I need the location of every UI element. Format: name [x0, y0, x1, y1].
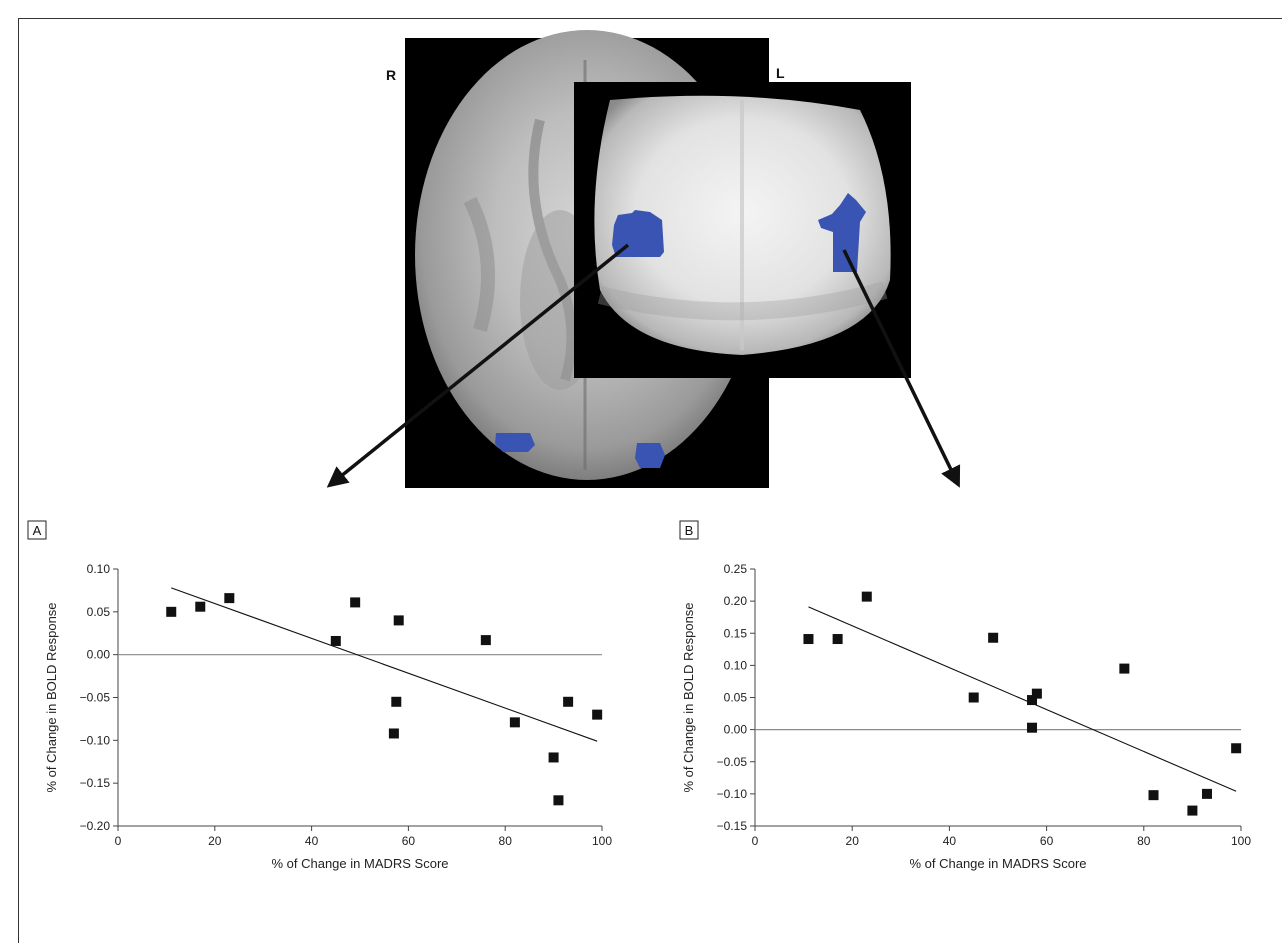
- data-point: [553, 795, 564, 806]
- regression-line: [808, 606, 1237, 792]
- y-axis-label: % of Change in BOLD Response: [44, 602, 59, 792]
- y-tick-label: 0.10: [724, 658, 748, 672]
- data-point: [968, 692, 979, 703]
- y-tick-label: 0.05: [724, 691, 748, 705]
- data-point: [393, 615, 404, 626]
- x-tick-label: 0: [752, 834, 759, 848]
- arrow-to-panel-b: [842, 249, 961, 488]
- data-point: [1027, 695, 1038, 706]
- orientation-label-left: L: [776, 65, 785, 81]
- y-tick-label: 0.15: [724, 626, 748, 640]
- data-point: [832, 634, 843, 645]
- y-tick-label: −0.15: [80, 776, 111, 790]
- arrow-to-panel-a: [326, 243, 630, 488]
- orientation-label-right: R: [386, 67, 396, 83]
- x-tick-label: 80: [499, 834, 513, 848]
- panel-label-box: [679, 520, 699, 540]
- x-tick-label: 80: [1137, 834, 1151, 848]
- data-point: [592, 709, 603, 720]
- x-tick-label: 60: [402, 834, 416, 848]
- data-point: [330, 635, 341, 646]
- data-point: [1027, 722, 1038, 733]
- brain-region-occipital-right: [495, 433, 535, 452]
- data-point: [1031, 688, 1042, 699]
- figure-frame: [18, 18, 1282, 943]
- data-point: [350, 597, 361, 608]
- brain-coronal-inset: [574, 82, 911, 378]
- x-tick-label: 0: [115, 834, 122, 848]
- data-point: [480, 635, 491, 646]
- data-point: [1148, 790, 1159, 801]
- panel-label: B: [685, 523, 694, 538]
- panel-label-box: [27, 520, 47, 540]
- data-point: [988, 632, 999, 643]
- data-point: [1201, 788, 1212, 799]
- data-point: [861, 591, 872, 602]
- x-axis-label: % of Change in MADRS Score: [909, 856, 1086, 871]
- y-tick-label: 0.05: [87, 605, 111, 619]
- x-tick-label: 20: [846, 834, 860, 848]
- brain-region-left-frontal: [818, 193, 866, 272]
- data-point: [224, 593, 235, 604]
- y-tick-label: −0.10: [717, 787, 748, 801]
- x-axis-label: % of Change in MADRS Score: [271, 856, 448, 871]
- y-axis-label: % of Change in BOLD Response: [681, 602, 696, 792]
- data-point: [1187, 805, 1198, 816]
- x-tick-label: 100: [1231, 834, 1251, 848]
- y-tick-label: −0.05: [717, 755, 748, 769]
- data-point: [166, 606, 177, 617]
- y-tick-label: 0.10: [87, 562, 111, 576]
- data-point: [563, 696, 574, 707]
- data-point: [1119, 663, 1130, 674]
- scatter-chart-b: B −0.15 −0.10 −0.05 0.00 0.05 0.10 0.15 0.20 0.25…: [679, 520, 1251, 871]
- x-tick-label: 100: [592, 834, 612, 848]
- y-tick-label: −0.20: [80, 819, 111, 833]
- scatter-chart-a: A −0.20 −0.15 −0.10 −0.05 0.00 0.05 0.10 0 20 40 60…: [27, 520, 612, 871]
- data-point: [548, 752, 559, 763]
- y-tick-label: −0.05: [80, 691, 111, 705]
- y-tick-label: −0.10: [80, 733, 111, 747]
- x-tick-label: 60: [1040, 834, 1054, 848]
- x-tick-label: 40: [943, 834, 957, 848]
- data-point: [391, 696, 402, 707]
- brain-region-occipital-left: [635, 443, 665, 468]
- data-point: [509, 717, 520, 728]
- data-point: [195, 601, 206, 612]
- panel-label: A: [33, 523, 42, 538]
- y-tick-label: 0.20: [724, 594, 748, 608]
- data-point: [388, 728, 399, 739]
- y-tick-label: 0.00: [724, 723, 748, 737]
- regression-line: [171, 587, 598, 742]
- y-tick-label: 0.00: [87, 648, 111, 662]
- y-tick-label: 0.25: [724, 562, 748, 576]
- x-tick-label: 20: [208, 834, 222, 848]
- data-point: [1231, 743, 1242, 754]
- data-point: [803, 634, 814, 645]
- y-tick-label: −0.15: [717, 819, 748, 833]
- x-tick-label: 40: [305, 834, 319, 848]
